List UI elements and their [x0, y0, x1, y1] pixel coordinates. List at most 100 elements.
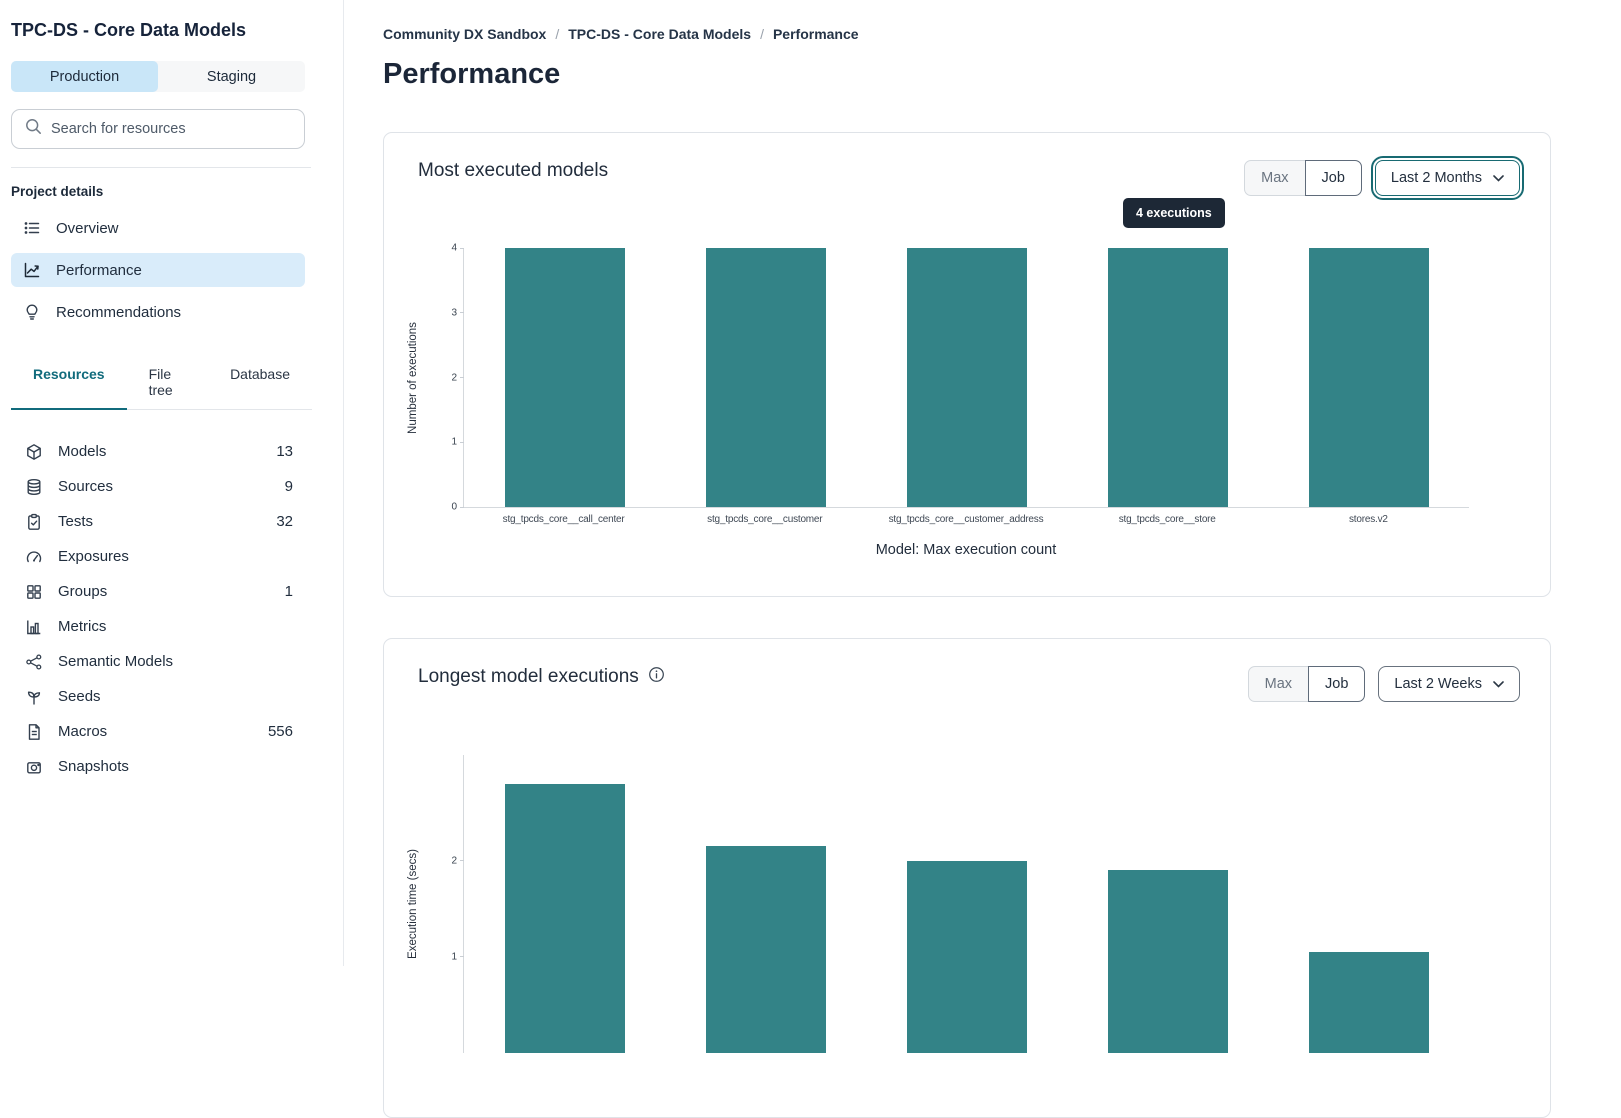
resource-item-metrics[interactable]: Metrics — [11, 609, 293, 644]
bar-2[interactable] — [705, 846, 826, 1053]
y-tick-label: 2 — [451, 372, 457, 383]
bar-stg-tpcds-core-customer-address[interactable] — [907, 248, 1027, 507]
time-range-dropdown[interactable]: Last 2 Months — [1370, 156, 1525, 200]
resource-item-sources[interactable]: Sources 9 — [11, 469, 293, 504]
card-title: Most executed models — [418, 160, 609, 181]
resource-label: Macros — [58, 723, 108, 740]
resource-item-groups[interactable]: Groups 1 — [11, 574, 293, 609]
bar-3[interactable] — [907, 860, 1027, 1053]
resource-label: Snapshots — [58, 758, 129, 775]
bar-5[interactable] — [1309, 952, 1430, 1053]
resource-list: Models 13 Sources 9 Tests 32 Exposures Groups 1 M… — [11, 434, 343, 784]
line-chart-icon — [23, 261, 41, 279]
y-tick-label: 2 — [451, 855, 457, 867]
chevron-down-icon — [1493, 676, 1504, 692]
resource-tabs: Resources File tree Database — [11, 355, 312, 410]
tab-file-tree[interactable]: File tree — [148, 366, 173, 398]
y-tick-label: 4 — [451, 242, 457, 254]
chevron-down-icon — [1493, 170, 1504, 186]
resource-label: Groups — [58, 583, 108, 600]
camera-icon — [25, 758, 43, 776]
network-icon — [25, 653, 43, 671]
longest-model-executions-card: Longest model executions Max Job Last 2 … — [383, 638, 1551, 1118]
y-tick-label: 1 — [451, 951, 457, 963]
time-range-value: Last 2 Months — [1390, 170, 1482, 186]
breadcrumb-separator: / — [760, 26, 764, 42]
resource-item-exposures[interactable]: Exposures — [11, 539, 293, 574]
bar-1[interactable] — [504, 783, 625, 1053]
resource-count: 556 — [267, 723, 293, 740]
main-content: Community DX Sandbox / TPC-DS - Core Data … — [344, 0, 1621, 1118]
card-title: Longest model executions — [418, 666, 639, 687]
clipboard-icon — [25, 513, 43, 531]
chart-tooltip: 4 executions — [1123, 198, 1225, 228]
sidebar-item-overview[interactable]: Overview — [11, 211, 305, 245]
resource-item-tests[interactable]: Tests 32 — [11, 504, 293, 539]
bar-stg-tpcds-core-store[interactable] — [1108, 248, 1229, 507]
y-axis-title: Execution time (secs) — [407, 849, 419, 959]
y-tick-label: 3 — [451, 307, 457, 319]
breadcrumb-item-community-dx-sandbox[interactable]: Community DX Sandbox — [383, 26, 547, 42]
bar-stg-tpcds-core-customer[interactable] — [705, 248, 826, 507]
x-tick-label: stg_tpcds_core__store — [1118, 514, 1216, 525]
x-axis-title: Model: Max execution count — [875, 542, 1057, 558]
gauge-icon — [25, 548, 43, 566]
y-tick-label: 1 — [451, 436, 457, 448]
max-button[interactable]: Max — [1244, 160, 1306, 196]
y-tick-mark — [460, 441, 464, 443]
list-icon — [23, 219, 41, 237]
max-button[interactable]: Max — [1247, 666, 1310, 702]
y-tick-mark — [460, 506, 464, 508]
y-tick-mark — [460, 860, 464, 862]
resource-label: Semantic Models — [58, 653, 174, 670]
y-tick-mark — [460, 247, 464, 249]
search-input[interactable] — [51, 121, 291, 137]
resource-item-models[interactable]: Models 13 — [11, 434, 293, 469]
resource-item-semantic-models[interactable]: Semantic Models — [11, 644, 293, 679]
job-button[interactable]: Job — [1304, 160, 1362, 196]
resource-count: 1 — [284, 583, 293, 600]
most-executed-models-card: Most executed models Max Job Last 2 Mont… — [383, 132, 1551, 597]
resource-count: 32 — [276, 513, 293, 530]
info-icon[interactable] — [648, 666, 665, 688]
project-details-nav: Overview Performance Recommendations — [11, 211, 343, 329]
resource-label: Metrics — [58, 618, 107, 635]
tab-database[interactable]: Database — [230, 366, 290, 382]
resource-label: Seeds — [58, 688, 101, 705]
breadcrumb-item-tpc-ds-core-data-models[interactable]: TPC-DS - Core Data Models — [568, 26, 752, 42]
lightbulb-icon — [23, 303, 41, 321]
sidebar-item-recommendations[interactable]: Recommendations — [11, 295, 305, 329]
breadcrumb-item-performance: Performance — [772, 26, 859, 42]
resource-count: 13 — [276, 443, 293, 460]
x-tick-label: stg_tpcds_core__customer_address — [888, 514, 1044, 525]
env-tab-production[interactable]: Production — [11, 61, 158, 92]
resource-item-snapshots[interactable]: Snapshots — [11, 749, 293, 784]
search-icon — [25, 118, 42, 140]
resource-label: Models — [58, 443, 107, 460]
breadcrumb-separator: / — [555, 26, 560, 42]
env-tab-staging[interactable]: Staging — [206, 68, 257, 85]
tab-resources[interactable]: Resources — [11, 355, 127, 410]
x-tick-label: stores.v2 — [1349, 514, 1388, 525]
bar-4[interactable] — [1108, 870, 1229, 1053]
resource-item-macros[interactable]: Macros 556 — [11, 714, 293, 749]
longest-model-executions-chart: 1 2 Execution time (secs) — [407, 755, 1469, 1053]
bar-stg-tpcds-core-call-center[interactable] — [504, 248, 625, 507]
resource-count: 9 — [284, 478, 293, 495]
database-icon — [25, 478, 43, 496]
job-button[interactable]: Job — [1308, 666, 1366, 702]
resource-item-seeds[interactable]: Seeds — [11, 679, 293, 714]
time-range-dropdown[interactable]: Last 2 Weeks — [1378, 666, 1520, 702]
sidebar: TPC-DS - Core Data Models Production Stag… — [0, 0, 344, 966]
grid-icon — [25, 583, 43, 601]
max-job-toggle: Max Job — [1244, 160, 1362, 196]
bar-stores-v2[interactable] — [1309, 248, 1430, 507]
cube-icon — [25, 443, 43, 461]
sidebar-item-performance[interactable]: Performance — [11, 253, 305, 287]
plot-area: 0 1 2 3 4 — [451, 243, 1469, 513]
x-tick-label: stg_tpcds_core__customer — [707, 514, 823, 525]
y-axis-title: Number of executions — [407, 322, 419, 434]
resource-label: Exposures — [58, 548, 129, 565]
search-box[interactable] — [11, 109, 305, 149]
